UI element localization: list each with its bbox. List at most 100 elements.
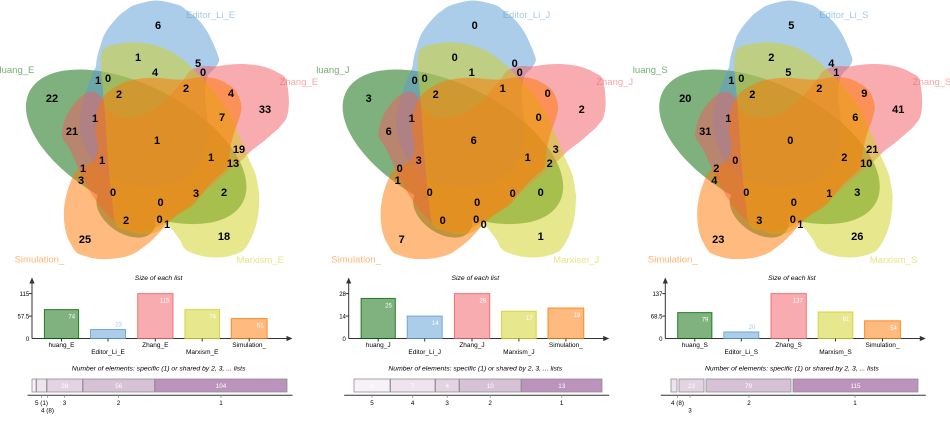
- svg-text:0: 0: [157, 197, 163, 209]
- svg-text:3: 3: [553, 144, 559, 156]
- svg-text:79: 79: [745, 383, 753, 390]
- svg-text:0: 0: [481, 219, 487, 231]
- svg-text:1: 1: [409, 113, 415, 125]
- svg-text:0: 0: [517, 67, 523, 79]
- svg-text:28: 28: [339, 292, 346, 298]
- svg-text:18: 18: [218, 231, 230, 243]
- svg-text:Zhang_J: Zhang_J: [459, 342, 484, 349]
- svg-text:3: 3: [416, 155, 422, 167]
- svg-text:19: 19: [574, 313, 581, 319]
- svg-text:10: 10: [487, 383, 495, 390]
- svg-text:7: 7: [411, 383, 415, 390]
- svg-text:41: 41: [892, 104, 904, 116]
- svg-text:1: 1: [92, 113, 98, 125]
- svg-text:Marxism_E: Marxism_E: [237, 255, 285, 266]
- svg-text:Number of elements: specific (: Number of elements: specific (1) or shar…: [705, 366, 879, 373]
- svg-text:2: 2: [123, 215, 129, 227]
- svg-text:4: 4: [711, 175, 718, 187]
- svg-text:Size of each list: Size of each list: [135, 275, 184, 282]
- svg-text:Marxism_S: Marxism_S: [819, 349, 852, 356]
- svg-text:6: 6: [370, 383, 374, 390]
- svg-text:2: 2: [116, 89, 122, 101]
- svg-text:Zhang_S: Zhang_S: [775, 342, 802, 349]
- svg-text:0: 0: [26, 337, 30, 343]
- svg-text:21: 21: [66, 126, 78, 138]
- svg-text:23: 23: [115, 323, 122, 329]
- svg-text:104: 104: [216, 383, 227, 390]
- svg-text:5 (1): 5 (1): [35, 400, 48, 407]
- svg-text:81: 81: [843, 317, 850, 323]
- svg-text:Simulation_: Simulation_: [549, 342, 583, 349]
- svg-text:4: 4: [152, 67, 159, 79]
- svg-text:Simulation_: Simulation_: [866, 342, 900, 349]
- svg-text:Size of each list: Size of each list: [451, 275, 500, 282]
- svg-text:74: 74: [68, 315, 75, 321]
- svg-text:Editor_Li_S: Editor_Li_S: [724, 349, 758, 356]
- svg-text:115: 115: [160, 299, 170, 305]
- svg-text:4: 4: [828, 58, 835, 70]
- svg-text:3: 3: [854, 187, 860, 199]
- svg-text:4: 4: [411, 400, 415, 407]
- svg-text:22: 22: [46, 93, 58, 105]
- svg-text:0: 0: [472, 20, 478, 32]
- svg-text:0: 0: [110, 187, 116, 199]
- svg-text:1: 1: [525, 152, 531, 164]
- svg-text:Simulation_: Simulation_: [331, 255, 381, 266]
- svg-text:Zhang_E: Zhang_E: [280, 77, 319, 88]
- svg-text:23: 23: [712, 234, 724, 246]
- svg-text:26: 26: [851, 231, 863, 243]
- svg-text:57.5: 57.5: [18, 314, 30, 320]
- svg-text:7: 7: [399, 234, 405, 246]
- svg-text:3: 3: [756, 215, 762, 227]
- svg-text:0: 0: [659, 337, 663, 343]
- svg-text:1: 1: [80, 163, 86, 175]
- svg-text:1: 1: [728, 75, 734, 87]
- svg-text:1: 1: [99, 155, 105, 167]
- svg-text:Size of each list: Size of each list: [768, 275, 817, 282]
- svg-text:luang_S: luang_S: [633, 65, 668, 76]
- svg-text:0: 0: [743, 187, 749, 199]
- svg-text:3: 3: [366, 93, 372, 105]
- svg-text:28: 28: [61, 383, 69, 390]
- svg-text:luang_J: luang_J: [316, 65, 350, 76]
- svg-text:33: 33: [259, 104, 271, 116]
- svg-text:1: 1: [826, 188, 832, 200]
- svg-text:10: 10: [860, 158, 872, 170]
- svg-text:Simulation_: Simulation_: [15, 255, 65, 266]
- svg-text:1: 1: [725, 113, 731, 125]
- svg-text:0: 0: [412, 75, 418, 87]
- svg-text:1: 1: [538, 231, 544, 243]
- svg-text:2: 2: [183, 83, 189, 95]
- svg-text:2: 2: [747, 400, 751, 407]
- svg-text:Simulation_: Simulation_: [648, 255, 698, 266]
- svg-text:5: 5: [788, 20, 794, 32]
- svg-text:Editor_Li_S: Editor_Li_S: [819, 10, 868, 21]
- svg-text:0: 0: [452, 52, 458, 64]
- svg-text:0: 0: [156, 214, 162, 226]
- svg-text:0: 0: [343, 337, 347, 343]
- svg-text:2: 2: [579, 104, 585, 116]
- svg-text:0: 0: [790, 214, 796, 226]
- svg-text:0: 0: [105, 73, 111, 85]
- svg-text:0: 0: [791, 197, 797, 209]
- svg-text:0: 0: [512, 58, 518, 70]
- svg-text:25: 25: [79, 234, 91, 246]
- svg-text:28: 28: [480, 299, 487, 305]
- svg-text:13: 13: [227, 158, 239, 170]
- svg-text:9: 9: [861, 88, 867, 100]
- svg-text:2: 2: [713, 163, 719, 175]
- svg-text:0: 0: [427, 187, 433, 199]
- svg-text:Zhang_J: Zhang_J: [596, 77, 633, 88]
- svg-text:0: 0: [397, 163, 403, 175]
- svg-text:Editor_Li_J: Editor_Li_J: [503, 10, 551, 21]
- svg-text:Editor_Li_E: Editor_Li_E: [186, 10, 235, 21]
- svg-text:huang_E: huang_E: [48, 342, 75, 349]
- svg-text:1: 1: [95, 75, 101, 87]
- svg-text:3: 3: [193, 188, 199, 200]
- svg-text:19: 19: [233, 144, 245, 156]
- svg-text:1: 1: [164, 219, 170, 231]
- svg-text:4: 4: [446, 383, 450, 390]
- svg-text:5: 5: [195, 58, 201, 70]
- svg-text:21: 21: [866, 144, 878, 156]
- svg-text:23: 23: [688, 383, 696, 390]
